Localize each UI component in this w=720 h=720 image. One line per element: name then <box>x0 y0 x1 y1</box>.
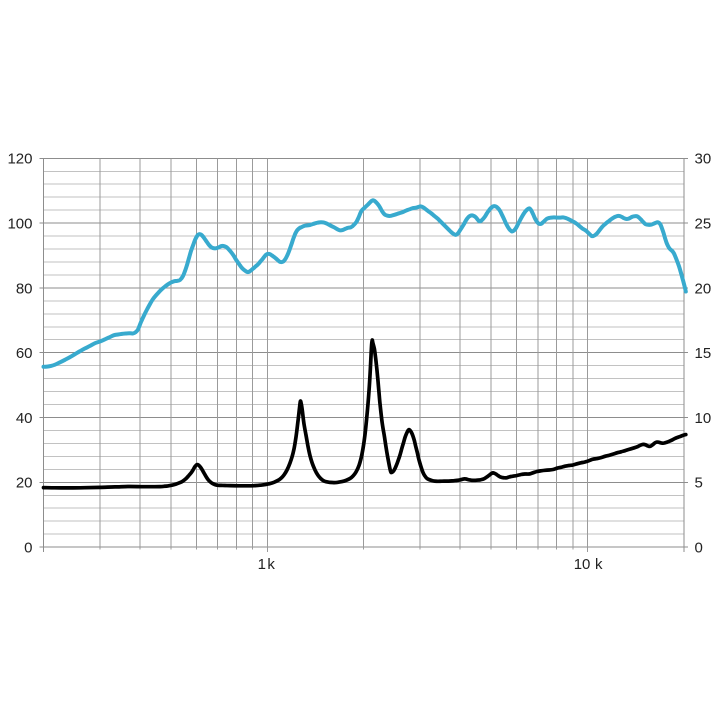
svg-text:20: 20 <box>16 475 33 492</box>
svg-text:80: 80 <box>16 280 33 297</box>
svg-text:k: k <box>267 556 275 573</box>
svg-text:40: 40 <box>16 410 33 427</box>
svg-text:0: 0 <box>24 540 32 557</box>
svg-text:10: 10 <box>574 556 591 573</box>
svg-text:5: 5 <box>695 475 703 492</box>
svg-text:60: 60 <box>16 345 33 362</box>
svg-text:100: 100 <box>7 216 32 233</box>
svg-text:1: 1 <box>258 556 266 573</box>
svg-text:15: 15 <box>695 345 712 362</box>
svg-text:20: 20 <box>695 280 712 297</box>
svg-text:30: 30 <box>695 151 712 168</box>
svg-text:k: k <box>595 556 603 573</box>
svg-text:120: 120 <box>7 151 32 168</box>
svg-text:25: 25 <box>695 216 712 233</box>
svg-text:10: 10 <box>695 410 712 427</box>
svg-text:0: 0 <box>695 540 703 557</box>
